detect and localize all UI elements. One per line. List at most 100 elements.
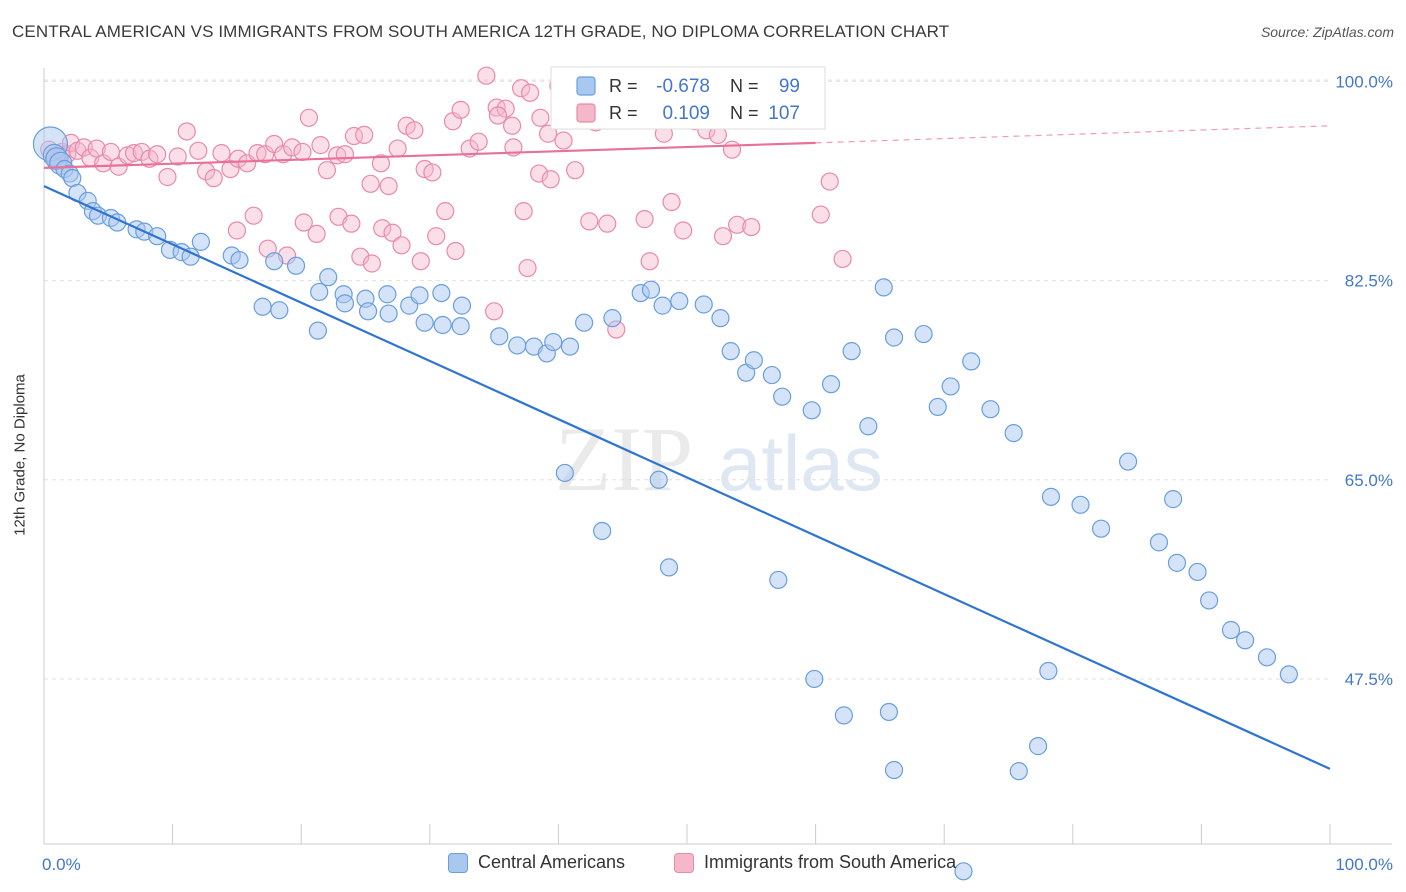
data-point-south-america (713, 227, 733, 246)
data-point-south-america (328, 146, 347, 165)
data-point-central-americans (560, 337, 580, 356)
data-point-central-americans (603, 309, 622, 328)
data-point-central-americans (981, 400, 1000, 419)
source-label: Source: ZipAtlas.com (1260, 24, 1394, 40)
legend-r-label: R = (609, 103, 638, 123)
data-point-central-americans (1188, 562, 1207, 582)
data-point-central-americans (1009, 762, 1028, 781)
data-point-central-americans (670, 291, 689, 311)
data-point-south-america (674, 221, 693, 240)
data-point-south-america (392, 236, 411, 255)
data-point-south-america (811, 205, 830, 224)
data-point-south-america (307, 224, 326, 244)
data-point-central-americans (230, 250, 249, 270)
watermark-atlas: atlas (718, 419, 883, 507)
watermark: ZIP atlas (555, 408, 883, 510)
watermark-zip: ZIP (555, 408, 693, 510)
trend-line-south-america-extension (815, 125, 1331, 144)
data-point-central-americans (410, 286, 429, 305)
data-point-south-america (148, 145, 167, 164)
x-tick-label-min: 0.0% (42, 855, 81, 874)
data-point-south-america (728, 215, 747, 234)
data-point-south-america (580, 212, 599, 231)
data-point-south-america (317, 161, 337, 180)
data-point-south-america (158, 167, 177, 187)
data-point-central-americans (593, 521, 612, 541)
data-point-central-americans (1028, 737, 1048, 756)
data-point-central-americans (721, 342, 740, 361)
trend-lines (43, 125, 1331, 770)
data-point-south-america (74, 138, 93, 157)
data-point-south-america (355, 125, 374, 144)
trend-line-central-americans (43, 185, 1331, 770)
data-point-central-americans (928, 397, 947, 417)
data-point-south-america (405, 121, 424, 140)
data-point-central-americans (1039, 661, 1058, 681)
legend-n-value: 99 (779, 76, 800, 97)
data-point-central-americans (544, 332, 563, 352)
data-point-south-america (256, 145, 275, 164)
data-point-south-america (294, 213, 313, 232)
data-point-central-americans (659, 558, 679, 577)
data-point-south-america (335, 145, 355, 164)
data-point-south-america (177, 122, 196, 141)
tick-labels: 100.0% 82.5% 65.0% 47.5% 0.0% 100.0% (42, 72, 1393, 874)
data-point-central-americans (433, 315, 452, 335)
data-point-south-america (469, 132, 488, 151)
data-point-central-americans (1167, 553, 1187, 572)
data-point-central-americans (859, 417, 878, 436)
data-point-central-americans (762, 365, 781, 385)
legend-swatch-blue (448, 852, 468, 873)
data-point-central-americans (1091, 519, 1111, 538)
data-point-south-america (342, 214, 361, 233)
data-point-central-americans (270, 301, 289, 320)
data-point-south-america (388, 139, 407, 158)
data-point-south-america (244, 206, 263, 225)
series-central-americans-points (32, 126, 1298, 881)
data-point-south-america (554, 131, 573, 150)
legend-swatch-pink (674, 852, 694, 873)
data-point-central-americans (555, 463, 574, 483)
legend-r-value: 0.109 (662, 103, 710, 124)
legend-item-south-america[interactable]: Immigrants from South America (674, 852, 956, 873)
data-point-south-america (227, 221, 246, 240)
data-point-central-americans (962, 352, 981, 371)
legend-label-south-america: Immigrants from South America (704, 852, 957, 872)
data-point-central-americans (694, 295, 713, 314)
data-point-south-america (204, 169, 223, 188)
data-point-south-america (446, 241, 465, 261)
data-point-central-americans (378, 285, 397, 304)
legend-n-value: 107 (768, 103, 800, 124)
data-point-central-americans (879, 702, 899, 722)
data-point-south-america (383, 223, 402, 242)
data-point-south-america (427, 227, 446, 246)
legend-n-label: N = (730, 103, 759, 123)
data-point-south-america (373, 219, 392, 238)
data-point-central-americans (773, 387, 792, 406)
data-point-south-america (212, 143, 231, 163)
data-point-central-americans (1164, 490, 1183, 509)
data-point-central-americans (641, 280, 661, 299)
data-point-central-americans (452, 296, 472, 315)
data-point-south-america (477, 66, 496, 85)
data-point-central-americans (802, 401, 821, 420)
data-point-south-america (512, 79, 531, 98)
data-point-central-americans (490, 327, 509, 346)
data-point-central-americans (649, 470, 668, 489)
data-point-south-america (311, 136, 330, 155)
data-point-central-americans (319, 268, 338, 287)
data-point-south-america (521, 83, 540, 102)
legend-item-central-americans[interactable]: Central Americans (448, 852, 625, 873)
data-point-south-america (189, 141, 208, 160)
legend-stats-box (550, 66, 826, 130)
data-point-central-americans (834, 706, 853, 725)
y-tick-label: 65.0% (1345, 471, 1393, 490)
data-point-south-america (274, 145, 293, 164)
legend-r-label: R = (609, 76, 638, 96)
data-point-south-america (503, 116, 522, 135)
y-tick-label: 82.5% (1345, 272, 1393, 291)
data-point-south-america (488, 106, 508, 125)
data-point-south-america (351, 247, 370, 266)
data-point-central-americans (358, 302, 378, 321)
